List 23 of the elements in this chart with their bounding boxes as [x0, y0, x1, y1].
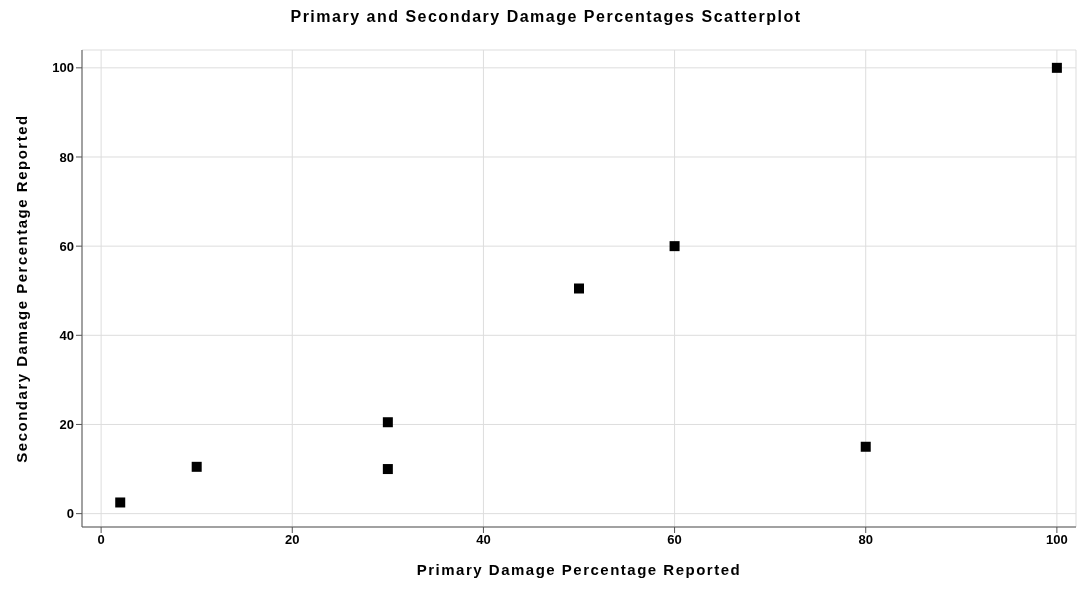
point	[382, 417, 393, 428]
y-tick-label: 20	[59, 417, 74, 433]
y-tick-label: 40	[59, 327, 74, 343]
point	[860, 441, 871, 452]
x-tick-label: 20	[285, 532, 300, 548]
x-axis-title: Primary Damage Percentage Reported	[416, 561, 742, 578]
y-tick-label: 0	[66, 506, 74, 522]
y-axis-title: Secondary Damage Percentage Reported	[13, 114, 31, 463]
point	[382, 464, 393, 475]
x-tick-label: 100	[1046, 532, 1068, 548]
x-tick-label: 0	[97, 532, 105, 548]
x-tick-label: 40	[476, 532, 491, 548]
y-tick-label: 60	[59, 238, 74, 254]
y-tick-label: 80	[59, 149, 74, 165]
x-tick-label: 60	[667, 532, 682, 548]
point	[669, 241, 680, 252]
point	[574, 283, 584, 294]
y-tick-label: 100	[52, 60, 74, 76]
chart-title: Primary and Secondary Damage Percentages Scatterplot	[289, 8, 803, 27]
point	[1051, 62, 1062, 73]
point	[191, 461, 202, 472]
x-tick-label: 80	[858, 532, 873, 548]
point	[115, 497, 126, 508]
